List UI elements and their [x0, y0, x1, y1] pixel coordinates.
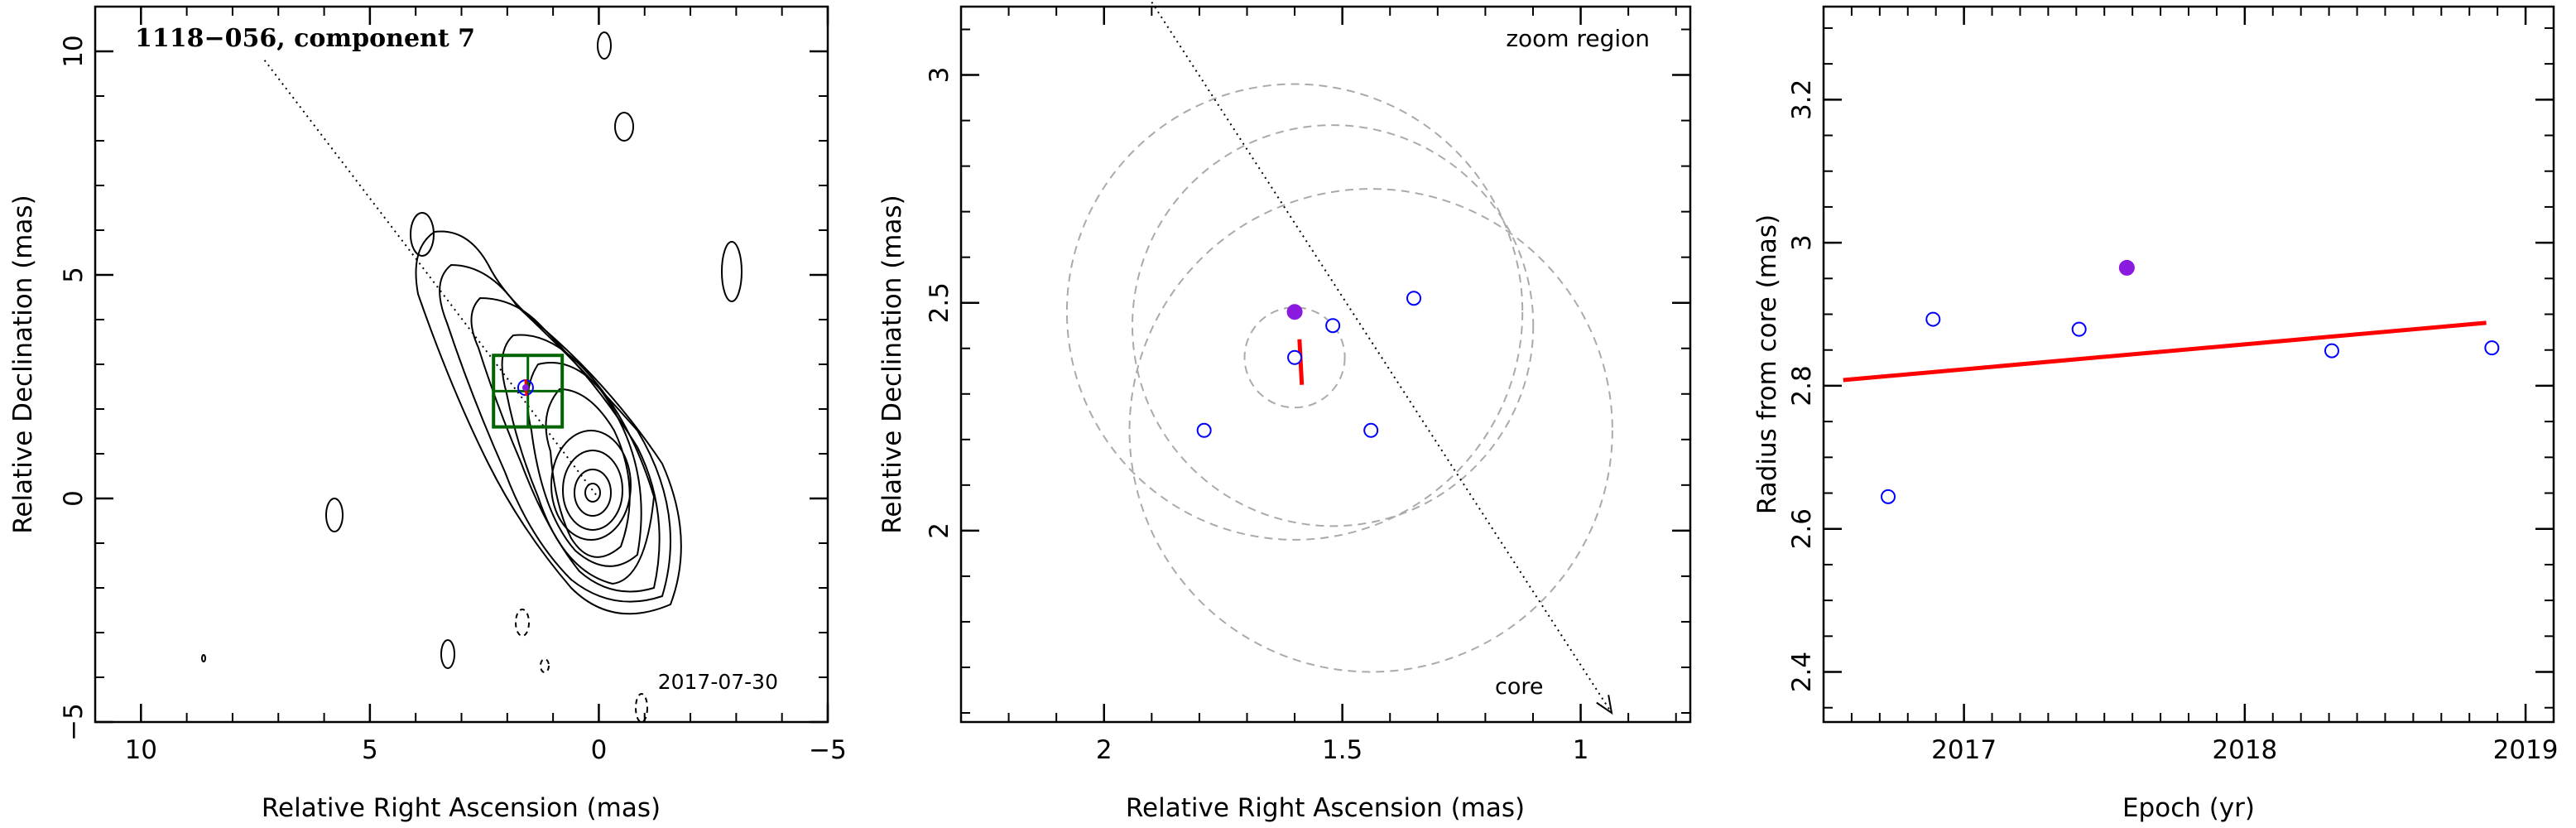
- epoch-point: [1287, 349, 1303, 365]
- error-circle: [1128, 188, 1613, 673]
- radius-xlabel: Epoch (yr): [2122, 793, 2255, 823]
- zoom-annotation: zoom region: [1506, 25, 1650, 52]
- radius-points: [1881, 259, 2500, 504]
- y-tick-label: 2.8: [1787, 365, 1817, 406]
- x-tick-label: 2017: [1931, 735, 1997, 765]
- fit-line: [1843, 320, 2487, 383]
- map-xlabel: Relative Right Ascension (mas): [262, 793, 661, 823]
- map-title: 1118−056, component 7: [135, 24, 475, 53]
- x-tick-label: 2019: [2493, 735, 2559, 765]
- epoch-point: [2484, 340, 2500, 356]
- epoch-point: [1363, 422, 1379, 438]
- error-circle: [1065, 83, 1524, 541]
- y-tick-label: 5: [59, 267, 89, 283]
- radius-plot-frame: [1822, 5, 2555, 724]
- map-date: 2017-07-30: [658, 670, 778, 694]
- map-ticks: 10 5 0 −5 −5 0 5 10: [59, 6, 847, 765]
- zoom-ticks: 2 1.5 1 2 2.5 3: [925, 7, 1690, 765]
- component-dot: [521, 384, 529, 392]
- zoom-plot-frame: [959, 5, 1692, 724]
- epoch-point: [2071, 321, 2087, 337]
- y-tick-label: 3.2: [1787, 79, 1817, 120]
- epoch-point: [1406, 291, 1422, 306]
- epoch-point: [1881, 489, 1896, 504]
- panel-radius: 2017 2018 2019 2.4 2.6 2.8 3 3.2 Epoch (yr) Rad…: [1752, 5, 2559, 823]
- x-tick-label: 1.5: [1322, 735, 1362, 765]
- zoom-box: [492, 354, 565, 429]
- y-tick-label: 3: [925, 67, 954, 84]
- x-tick-label: 2018: [2212, 735, 2277, 765]
- error-circle: [1243, 306, 1346, 409]
- x-tick-label: 0: [591, 735, 608, 765]
- core-direction-line: [1151, 1, 1612, 714]
- error-circle: [1131, 124, 1535, 527]
- x-tick-label: 10: [125, 735, 157, 765]
- y-tick-label: 2.6: [1787, 508, 1817, 549]
- x-tick-label: 2: [1096, 735, 1113, 765]
- fit-segment: [1297, 339, 1305, 385]
- y-tick-label: 0: [59, 490, 89, 507]
- core-label: core: [1495, 674, 1543, 700]
- epoch-point: [2324, 343, 2340, 359]
- epoch-point: [1925, 311, 1941, 327]
- jet-direction-line: [263, 60, 600, 499]
- y-tick-label: 2.5: [925, 282, 954, 323]
- map-ylabel: Relative Declination (mas): [8, 195, 38, 534]
- x-tick-label: 1: [1573, 735, 1589, 765]
- y-tick-label: 2: [925, 522, 954, 539]
- panel-zoom: 2 1.5 1 2 2.5 3 zoom region core Relative Rig…: [877, 1, 1692, 823]
- x-tick-label: −5: [809, 735, 847, 765]
- radius-ylabel: Radius from core (mas): [1752, 214, 1782, 514]
- y-tick-label: 2.4: [1787, 652, 1817, 692]
- zoom-points: [1196, 291, 1422, 438]
- error-circles: [1065, 83, 1613, 673]
- highlight-point: [2118, 259, 2135, 276]
- y-tick-label: 3: [1787, 234, 1817, 251]
- zoom-ylabel: Relative Declination (mas): [877, 195, 907, 534]
- y-tick-label: −5: [59, 703, 89, 741]
- component-marker: [517, 379, 534, 397]
- x-tick-label: 5: [362, 735, 378, 765]
- radius-ticks: 2017 2018 2019 2.4 2.6 2.8 3 3.2: [1787, 7, 2559, 765]
- contour-map-image: [201, 31, 743, 723]
- epoch-point: [1325, 318, 1341, 334]
- core-arrowhead: [1596, 695, 1613, 715]
- highlight-point: [1286, 304, 1303, 320]
- zoom-xlabel: Relative Right Ascension (mas): [1126, 793, 1525, 823]
- y-tick-label: 10: [59, 35, 89, 67]
- epoch-point: [1196, 422, 1212, 438]
